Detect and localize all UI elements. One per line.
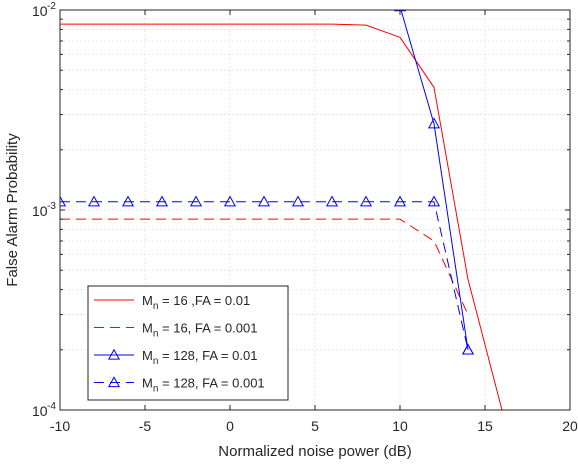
x-tick-label: 0 bbox=[226, 418, 234, 434]
series-4 bbox=[60, 195, 475, 355]
legend-label: Mn = 16, FA = 0.001 bbox=[142, 321, 257, 340]
legend-item: Mn = 128, FA = 0.001 bbox=[94, 376, 265, 395]
legend: Mn = 16 ,FA = 0.01 Mn = 16, FA = 0.001 Mn … bbox=[87, 285, 289, 401]
y-tick-label-base: 10 bbox=[32, 403, 48, 419]
legend-marker bbox=[107, 348, 121, 360]
data-point-marker bbox=[60, 195, 67, 207]
y-tick-label-base: 10 bbox=[32, 203, 48, 219]
data-point-marker bbox=[155, 195, 169, 207]
x-tick-label: -5 bbox=[139, 418, 152, 434]
data-point-marker bbox=[155, 10, 169, 11]
x-tick-label: 10 bbox=[392, 418, 408, 434]
x-tick-label: 5 bbox=[311, 418, 319, 434]
x-tick-label: 15 bbox=[477, 418, 493, 434]
legend-item: Mn = 16, FA = 0.001 bbox=[94, 321, 257, 340]
data-point-marker bbox=[359, 195, 373, 207]
legend-label: Mn = 128, FA = 0.01 bbox=[142, 348, 257, 367]
data-point-marker bbox=[121, 195, 135, 207]
data-point-marker bbox=[87, 195, 101, 207]
data-point-marker bbox=[325, 195, 339, 207]
grid bbox=[59, 10, 571, 411]
x-tick-label: 20 bbox=[562, 418, 578, 434]
data-point-marker bbox=[189, 195, 203, 207]
y-tick-label-base: 10 bbox=[32, 3, 48, 19]
data-point-marker bbox=[223, 10, 237, 11]
legend-label: Mn = 128, FA = 0.001 bbox=[142, 376, 265, 395]
ticks bbox=[59, 10, 571, 411]
legend-box bbox=[87, 285, 289, 401]
legend-item: Mn = 16 ,FA = 0.01 bbox=[94, 293, 250, 312]
y-tick-label-exponent: -4 bbox=[47, 401, 56, 412]
data-point-marker bbox=[60, 10, 67, 11]
x-tick-label: -10 bbox=[50, 418, 70, 434]
data-point-marker bbox=[291, 10, 305, 11]
series-1 bbox=[60, 23, 503, 410]
data-point-marker bbox=[121, 10, 135, 11]
series-2 bbox=[60, 218, 469, 315]
legend-label: Mn = 16 ,FA = 0.01 bbox=[142, 293, 250, 312]
data-point-marker bbox=[325, 10, 339, 11]
y-tick-label-exponent: -3 bbox=[47, 201, 56, 212]
data-point-marker bbox=[359, 10, 373, 11]
data-point-marker bbox=[393, 195, 407, 207]
data-point-marker bbox=[427, 195, 441, 207]
data-point-marker bbox=[87, 10, 101, 11]
x-axis-label: Normalized noise power (dB) bbox=[218, 443, 411, 460]
y-axis-label: False Alarm Probability bbox=[4, 133, 21, 287]
legend-item: Mn = 128, FA = 0.01 bbox=[94, 348, 257, 367]
data-point-marker bbox=[393, 10, 407, 12]
y-tick-label: 10 -4 bbox=[32, 401, 56, 419]
series-line bbox=[60, 218, 469, 315]
data-point-marker bbox=[427, 117, 441, 129]
y-tick-label: 10 -2 bbox=[32, 1, 56, 19]
series-layer bbox=[60, 10, 503, 410]
y-tick-label: 10 -3 bbox=[32, 201, 56, 219]
data-point-marker bbox=[291, 195, 305, 207]
data-point-marker bbox=[461, 343, 475, 355]
y-tick-label-exponent: -2 bbox=[47, 1, 56, 12]
legend-marker bbox=[107, 376, 121, 388]
series-line bbox=[60, 201, 469, 350]
data-point-marker bbox=[257, 195, 271, 207]
data-point-marker bbox=[223, 195, 237, 207]
series-line bbox=[60, 23, 503, 410]
data-point-marker bbox=[189, 10, 203, 11]
data-point-marker bbox=[257, 10, 271, 11]
